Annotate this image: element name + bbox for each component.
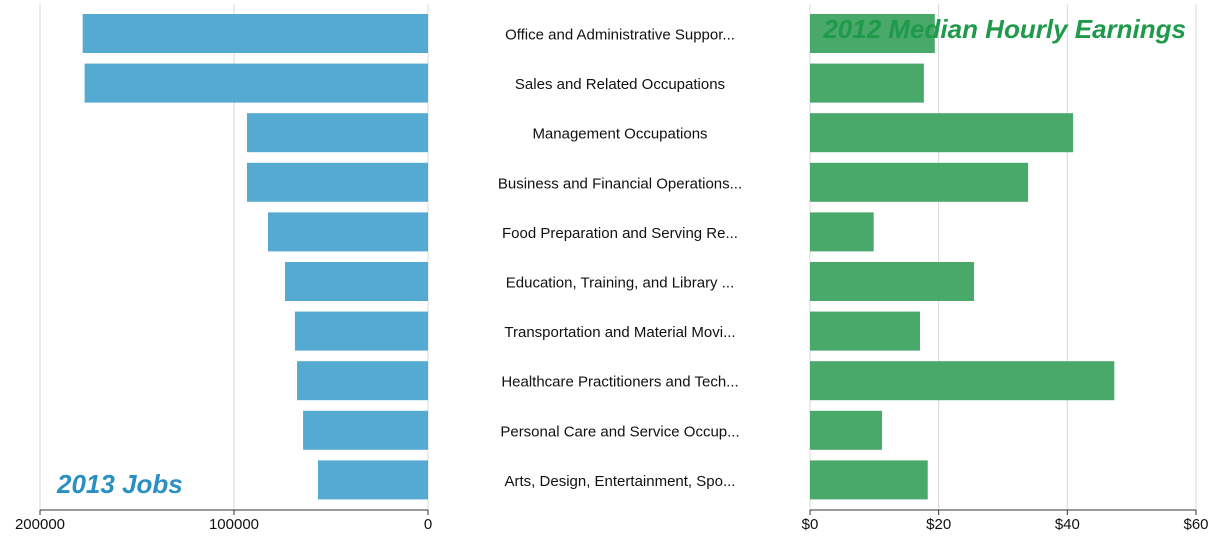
bar — [810, 361, 1115, 401]
bar — [285, 262, 428, 301]
x-tick-label: 0 — [424, 516, 432, 533]
bar — [810, 14, 935, 53]
x-tick-label: $60 — [1183, 516, 1208, 533]
category-label: Healthcare Practitioners and Tech... — [501, 374, 738, 391]
category-label: Arts, Design, Entertainment, Spo... — [505, 473, 736, 490]
x-tick-label: 100000 — [209, 516, 259, 533]
bar — [246, 113, 428, 153]
category-label: Business and Financial Operations... — [498, 175, 742, 192]
x-tick-label: $0 — [802, 516, 819, 533]
bar — [810, 113, 1074, 153]
category-label: Management Occupations — [532, 126, 707, 143]
bar — [267, 212, 428, 252]
category-label: Sales and Related Occupations — [515, 76, 725, 93]
bar — [318, 460, 428, 500]
bar — [810, 63, 924, 103]
category-label: Transportation and Material Movi... — [504, 324, 735, 341]
bar — [303, 410, 428, 450]
category-label: Food Preparation and Serving Re... — [502, 225, 738, 242]
bar — [810, 311, 921, 351]
x-tick-label: $40 — [1055, 516, 1080, 533]
bar — [297, 361, 428, 401]
category-label: Office and Administrative Suppor... — [505, 26, 735, 43]
bar — [810, 262, 975, 301]
bar — [294, 311, 428, 351]
bar — [810, 212, 874, 252]
bar — [810, 460, 928, 500]
category-label: Personal Care and Service Occup... — [500, 423, 739, 440]
bar — [82, 14, 429, 53]
x-tick-label: 200000 — [15, 516, 65, 533]
bar — [810, 410, 883, 450]
chart-title: 2013 Jobs — [56, 469, 183, 499]
category-label: Education, Training, and Library ... — [506, 274, 734, 291]
bar — [810, 162, 1029, 202]
chart-title: 2012 Median Hourly Earnings — [822, 14, 1186, 44]
bar — [84, 63, 429, 103]
bar — [246, 162, 428, 202]
x-tick-label: $20 — [926, 516, 951, 533]
